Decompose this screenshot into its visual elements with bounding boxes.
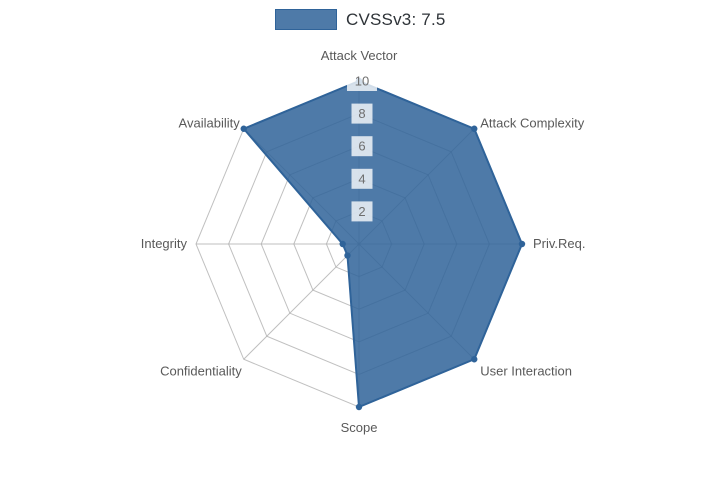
vertex-marker (344, 252, 351, 259)
vertex-marker (240, 125, 247, 132)
radial-tick-label: 8 (358, 106, 365, 121)
radial-tick-box (351, 103, 373, 124)
radial-tick-label: 6 (358, 139, 365, 154)
radar-spoke (243, 243, 360, 360)
legend-swatch (275, 9, 337, 30)
vertex-marker (518, 240, 526, 248)
vertex-marker (471, 125, 478, 132)
vertex-marker (339, 240, 346, 248)
axis-label-priv-req: Priv.Req. (533, 236, 586, 251)
radial-tick-box (347, 71, 377, 91)
radial-tick-box (351, 136, 373, 157)
axis-label-attack-vector: Attack Vector (321, 48, 398, 63)
radial-tick-label: 2 (358, 204, 365, 219)
vertex-marker (471, 356, 478, 363)
axis-label-user-interaction: User Interaction (480, 363, 572, 378)
vertex-marker (355, 403, 363, 411)
axis-label-scope: Scope (341, 420, 378, 435)
radial-tick-box (351, 201, 373, 222)
axis-label-confidentiality: Confidentiality (160, 363, 242, 378)
axis-label-availability: Availability (179, 116, 241, 131)
legend: CVSSv3: 7.5 (275, 9, 446, 30)
legend-label: CVSSv3: 7.5 (346, 9, 446, 29)
radial-tick-label: 4 (358, 171, 365, 186)
radial-tick-label: 10 (355, 74, 369, 89)
axis-label-integrity: Integrity (141, 236, 188, 251)
radial-tick-box (351, 168, 373, 189)
axis-label-attack-complexity: Attack Complexity (480, 116, 585, 131)
